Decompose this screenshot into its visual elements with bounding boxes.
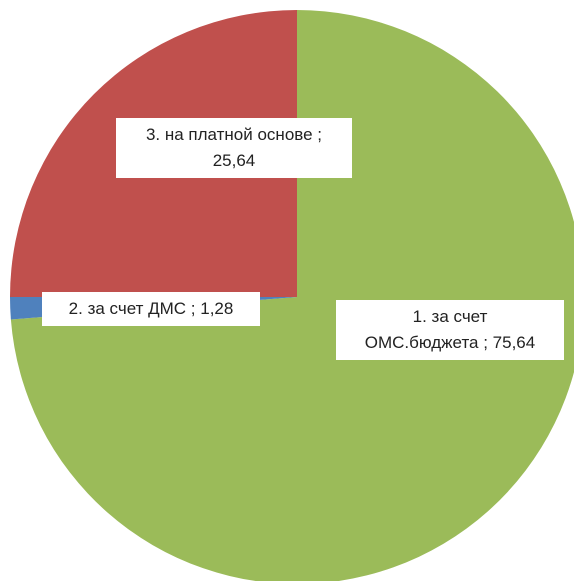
pie-slice — [10, 10, 574, 581]
label-category: 3. на платной основе — [145, 125, 313, 144]
data-label: 2. за счет ДМС ; 1,28 — [42, 292, 260, 326]
data-label: 3. на платной основе ; 25,64 — [116, 118, 352, 178]
label-separator: ; — [186, 299, 201, 318]
label-value: 75,64 — [492, 333, 536, 352]
label-value: 25,64 — [212, 151, 256, 170]
label-value-group: ; 1,28 — [186, 299, 234, 318]
label-value: 1,28 — [200, 299, 234, 318]
data-label: 1. за счет ОМС.бюджета ; 75,64 — [336, 300, 564, 360]
label-value-group: ; 25,64 — [124, 125, 344, 174]
label-separator: ; — [312, 125, 323, 144]
label-separator: ; — [478, 333, 493, 352]
label-value-group: ; 75,64 — [478, 333, 536, 352]
label-category: 2. за счет ДМС — [68, 299, 187, 318]
label-category: 1. за счет ОМС.бюджета — [364, 307, 488, 352]
